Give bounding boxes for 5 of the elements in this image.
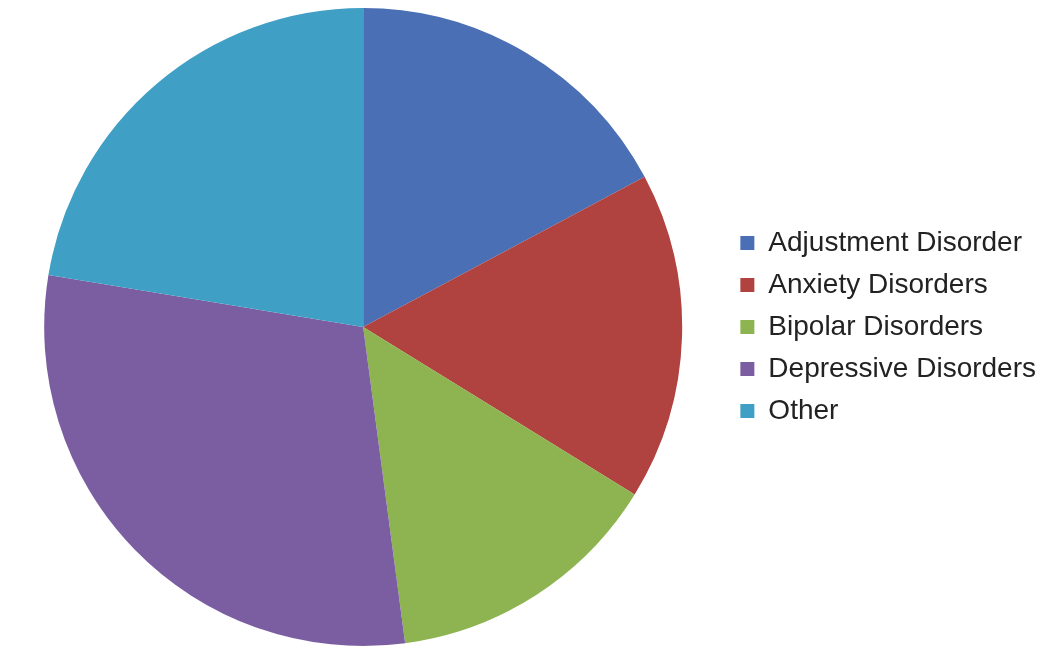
- legend-label: Other: [768, 393, 839, 425]
- legend-label: Depressive Disorders: [768, 351, 1036, 383]
- legend-label: Anxiety Disorders: [768, 267, 988, 299]
- legend-label: Adjustment Disorder: [768, 225, 1023, 257]
- legend-label: Bipolar Disorders: [768, 309, 984, 341]
